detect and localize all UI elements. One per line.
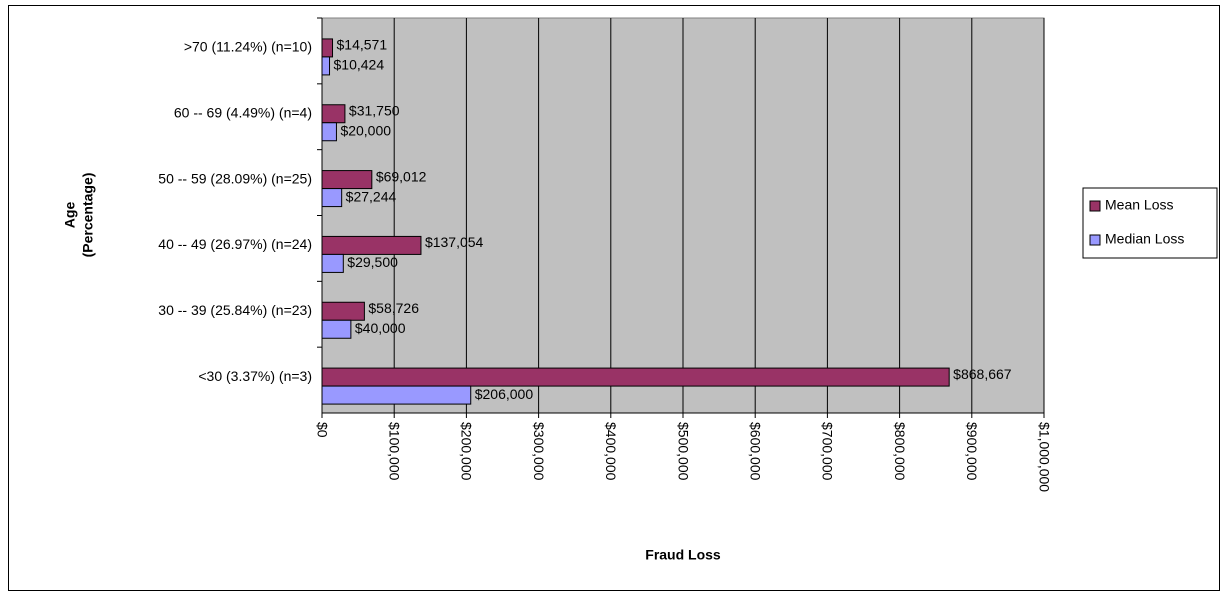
data-label: $58,726 [368, 300, 419, 316]
x-tick-label-group: $700,000 [820, 422, 836, 481]
x-tick-label-group: $100,000 [386, 422, 402, 481]
bar [321, 104, 346, 124]
bar [321, 301, 365, 321]
legend-label: Mean Loss [1105, 197, 1173, 213]
data-label: $29,500 [347, 254, 398, 270]
x-tick-label-group: $600,000 [747, 422, 763, 481]
data-label: $27,244 [346, 188, 397, 204]
x-axis-title: Fraud Loss [645, 547, 721, 563]
x-tick-label: $300,000 [531, 422, 547, 481]
y-tick-label: 40 -- 49 (26.97%) (n=24) [158, 236, 312, 252]
bar [321, 122, 337, 142]
bar [321, 319, 352, 339]
legend-swatch [1089, 200, 1101, 212]
x-tick-label-group: $300,000 [531, 422, 547, 481]
x-tick-label: $1,000,000 [1036, 422, 1052, 492]
x-tick-label-group: $0 [314, 422, 330, 438]
x-tick-label: $700,000 [820, 422, 836, 481]
data-label: $20,000 [340, 122, 391, 138]
y-tick-label: >70 (11.24%) (n=10) [184, 39, 312, 55]
y-axis-title-line: (Percentage) [80, 173, 96, 258]
x-tick-label-group: $400,000 [603, 422, 619, 481]
x-tick-label: $600,000 [747, 422, 763, 481]
x-tick-label-group: $900,000 [964, 422, 980, 481]
y-axis-title-line: Age [62, 202, 78, 229]
x-tick-label-group: $500,000 [675, 422, 691, 481]
data-label: $14,571 [337, 37, 388, 53]
bar [321, 235, 422, 255]
data-label: $69,012 [376, 168, 427, 184]
bar [321, 188, 343, 208]
data-label: $40,000 [355, 320, 406, 336]
legend-swatch [1089, 234, 1101, 246]
data-label: $206,000 [475, 386, 534, 402]
bar [321, 253, 344, 273]
bar [321, 38, 334, 58]
x-tick-label: $900,000 [964, 422, 980, 481]
x-tick-label: $500,000 [675, 422, 691, 481]
bar [321, 385, 472, 405]
x-tick-label: $0 [314, 422, 330, 438]
x-tick-label: $800,000 [892, 422, 908, 481]
x-tick-label-group: $1,000,000 [1036, 422, 1052, 492]
x-tick-label: $400,000 [603, 422, 619, 481]
bar [321, 56, 331, 76]
x-tick-label: $200,000 [459, 422, 475, 481]
legend-label: Median Loss [1105, 231, 1184, 247]
legend-box [1082, 187, 1218, 259]
y-tick-label: <30 (3.37%) (n=3) [198, 368, 312, 384]
data-label: $31,750 [349, 102, 400, 118]
bar [321, 367, 950, 387]
x-tick-label: $100,000 [386, 422, 402, 481]
y-axis-title: Age (Percentage) [62, 173, 96, 258]
data-label: $10,424 [334, 57, 385, 73]
data-label: $868,667 [953, 366, 1012, 382]
y-tick-label: 30 -- 39 (25.84%) (n=23) [158, 302, 312, 318]
y-tick-label: 60 -- 69 (4.49%) (n=4) [174, 104, 312, 120]
x-tick-label-group: $800,000 [892, 422, 908, 481]
data-label: $137,054 [425, 234, 484, 250]
bar [321, 170, 373, 190]
y-tick-label: 50 -- 59 (28.09%) (n=25) [158, 170, 312, 186]
x-tick-label-group: $200,000 [459, 422, 475, 481]
